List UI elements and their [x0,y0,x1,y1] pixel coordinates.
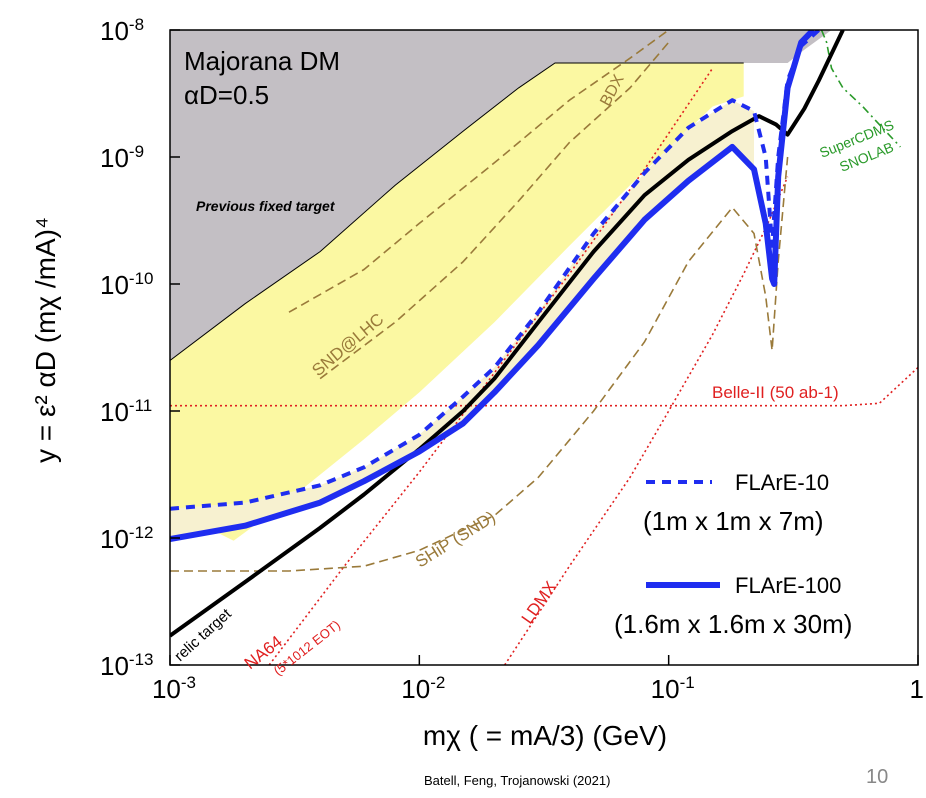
y-tick-label: 10-13 [100,650,154,681]
y-tick-label: 10-10 [100,269,154,300]
belle-ii-label: Belle-II (50 ab-1) [712,383,839,402]
y-axis-ticks: 10-13 10-12 10-11 10-10 10-9 10-8 [100,15,180,681]
x-tick-label: 1 [910,674,924,704]
chart-subtitle: αD=0.5 [184,80,269,110]
y-tick-label: 10-9 [100,142,144,173]
series-supercdms-snolab [820,30,901,148]
plot-frame [169,29,919,666]
chart-title: Majorana DM [184,46,340,76]
legend-flare100-dimensions: (1.6m x 1.6m x 30m) [614,609,852,639]
y-tick-label: 10-8 [100,15,144,46]
previous-fixed-target-region [170,30,918,361]
x-tick-label: 10-1 [651,673,695,704]
series-relic-target [170,30,845,638]
y-axis-title: y = ε² αD (mχ /mA)⁴ [30,217,61,463]
plot-area [170,30,918,665]
previous-fixed-target-label: Previous fixed target [196,198,336,214]
y-tick-label: 10-11 [100,396,152,427]
series-snd-lhc [288,30,670,313]
citation: Batell, Feng, Trojanowski (2021) [424,773,611,788]
x-axis-title: mχ ( = mA/3) (GeV) [423,720,667,751]
series-belle-ii-50-ab-1 [170,366,918,407]
series-na64-5-1012-eot [268,67,714,665]
y-tick-label: 10-12 [100,523,154,554]
legend-flare100-label: FLArE-100 [735,573,841,598]
x-axis-ticks: 10-3 10-2 10-1 1 [152,655,924,704]
cream-sensitivity-region [170,100,754,540]
series-bdx [319,41,670,380]
x-tick-label: 10-3 [152,673,196,704]
page-number: 10 [866,766,889,788]
legend: FLArE-10 (1m x 1m x 7m) FLArE-100 (1.6m … [614,470,852,639]
legend-flare10-dimensions: (1m x 1m x 7m) [643,506,824,536]
x-tick-label: 10-2 [401,673,445,704]
previous-fixed-target-boundary [170,62,744,361]
yellow-sensitivity-region [170,63,744,541]
series-layer [170,30,918,665]
series-flare-10 [170,30,821,511]
series-flare-100 [170,30,816,543]
legend-flare10-label: FLArE-10 [735,470,829,495]
series-ship-snd [170,156,789,572]
